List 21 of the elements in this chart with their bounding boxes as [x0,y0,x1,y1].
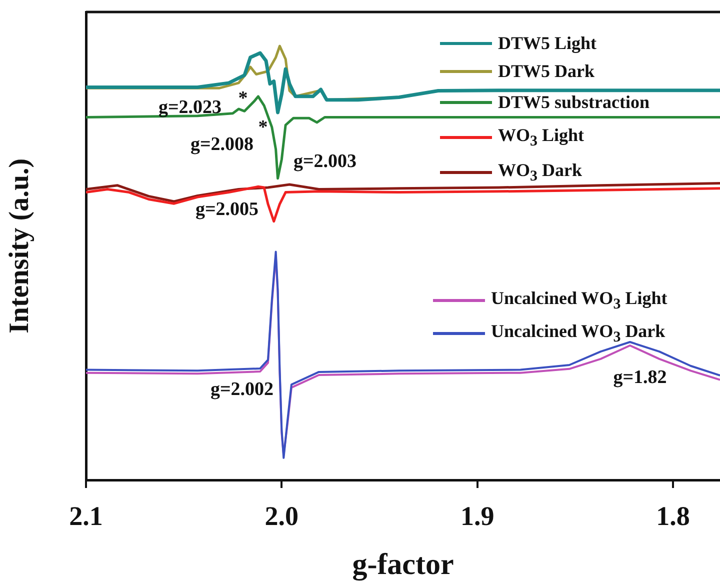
legend-label: DTW5 substraction [498,92,650,113]
legend-label: WO$_{3}$ Dark [498,160,582,186]
legend-label: WO$_{3}$ Light [498,125,584,151]
legend-label: DTW5 Dark [498,61,595,82]
legend-label: Uncalcined WO$_{3}$ Light [491,288,668,314]
annotation: * [258,116,268,138]
x-tick-label: 2.0 [264,501,299,532]
annotation: g=2.008 [190,134,254,155]
annotation: g=2.002 [210,378,274,400]
y-axis-title: Intensity (a.u.) [4,158,36,334]
x-tick-label: 1.8 [656,501,690,532]
x-tick-label: 2.1 [69,501,103,532]
annotation: g=2.003 [293,150,357,172]
x-axis-title: g-factor [352,548,454,581]
legend-label: DTW5 Light [498,33,597,54]
annotation: g=2.023 [158,96,222,118]
legend-label: Uncalcined WO$_{3}$ Dark [491,321,666,347]
annotation: g=2.005 [195,198,259,220]
x-tick-label: 1.9 [460,501,494,532]
annotation: * [238,88,248,109]
annotation: g=1.82 [613,366,667,388]
